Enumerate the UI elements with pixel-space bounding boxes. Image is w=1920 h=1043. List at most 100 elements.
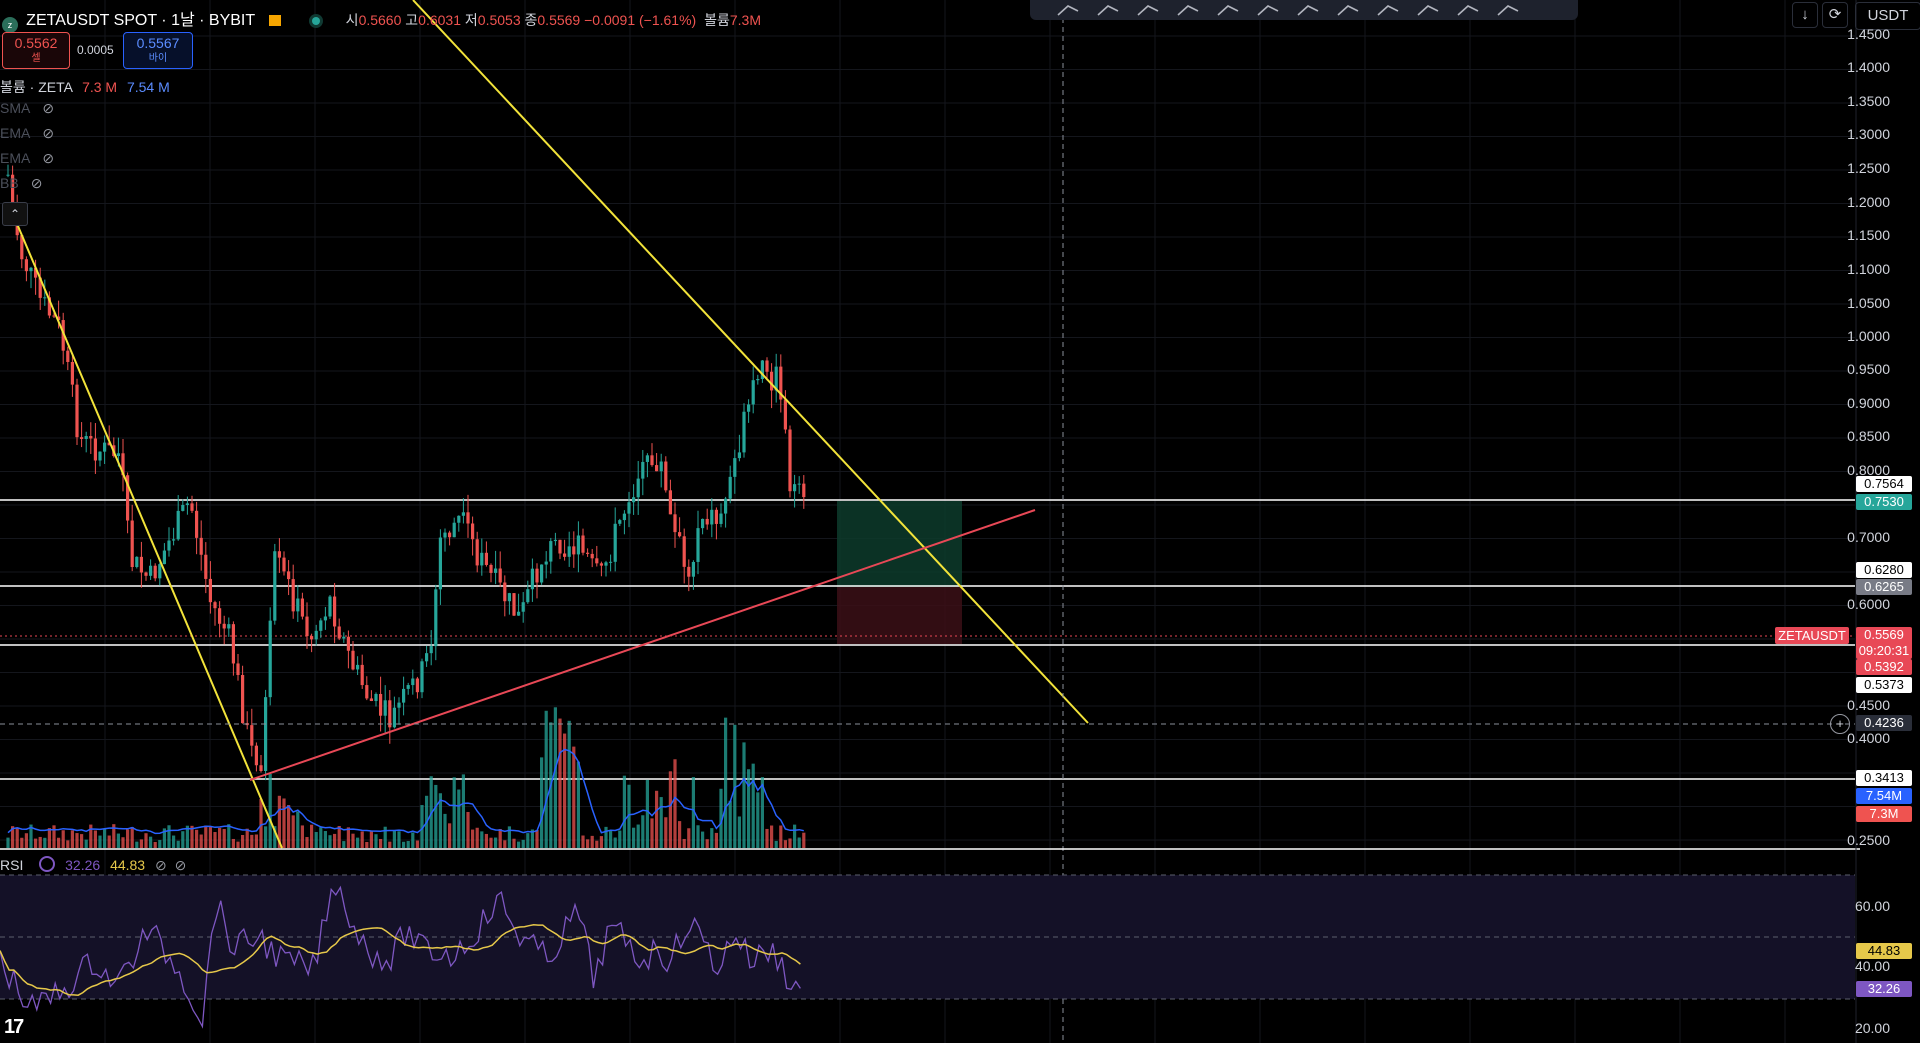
candle-body xyxy=(448,532,452,538)
volume-bar xyxy=(484,833,488,848)
candle-body xyxy=(650,455,654,466)
candle-body xyxy=(719,513,723,524)
eye-off-icon[interactable]: ⊘ xyxy=(42,150,55,166)
indicator-row[interactable]: EMA ⊘ xyxy=(0,150,54,175)
volume-legend[interactable]: 볼륨 · ZETA 7.3 M 7.54 M xyxy=(0,77,170,97)
volume-bar xyxy=(765,828,769,848)
candle-body xyxy=(287,571,291,580)
candle-body xyxy=(742,411,746,453)
volume-bar xyxy=(305,837,309,848)
volume-bar xyxy=(172,835,176,848)
volume-bar xyxy=(650,818,654,848)
crosshair-add-button[interactable]: + xyxy=(1830,714,1850,734)
download-button[interactable]: ↓ xyxy=(1792,2,1818,28)
candle-body xyxy=(728,476,732,499)
rsi-legend[interactable]: RSI 32.26 44.83 ⊘ ⊘ xyxy=(0,856,186,874)
volume-bar xyxy=(204,825,208,848)
candle-body xyxy=(402,688,406,703)
volume-bar xyxy=(388,841,392,848)
candle-body xyxy=(47,297,51,316)
currency-selector[interactable]: USDT xyxy=(1855,2,1920,30)
trend-line-tool-button[interactable] xyxy=(1048,0,1088,20)
tradingview-logo[interactable]: 17 xyxy=(4,1016,24,1038)
indicator-name: BB xyxy=(0,175,19,191)
indicator-row[interactable]: BB ⊘ xyxy=(0,175,54,200)
volume-bar xyxy=(733,724,737,848)
candle-body xyxy=(218,608,222,624)
symbol-price-tag: ZETAUSDT xyxy=(1775,627,1849,644)
path-tool-button[interactable] xyxy=(1128,0,1168,20)
volume-bar xyxy=(448,823,452,848)
candle-body xyxy=(622,513,626,521)
rectangle-icon xyxy=(1257,5,1279,16)
candle-body xyxy=(457,515,461,523)
candle-body xyxy=(231,624,235,664)
candle-body xyxy=(664,461,668,491)
projection-tool-button[interactable] xyxy=(1368,0,1408,20)
rectangle-tool-button[interactable] xyxy=(1248,0,1288,20)
candle-body xyxy=(802,483,806,498)
candle-body xyxy=(57,316,61,321)
volume-bar xyxy=(673,759,677,848)
volume-bar xyxy=(208,827,212,848)
volume-bar xyxy=(457,789,461,848)
level-tag-1: 0.7564 xyxy=(1856,476,1912,492)
symbol-title[interactable]: ZETAUSDT SPOT · 1날 · BYBIT xyxy=(26,12,256,29)
volume-bar xyxy=(356,837,360,848)
volume-bar xyxy=(687,828,691,848)
crosshair-price-tag: 0.4236 xyxy=(1856,715,1912,731)
price-axis-tick: 1.4500 xyxy=(1847,26,1890,42)
candle-body xyxy=(369,698,373,702)
candle-body xyxy=(80,437,84,439)
volume-bar xyxy=(176,840,180,848)
measure-tool-button[interactable] xyxy=(1488,0,1528,20)
eye-off-icon[interactable]: ⊘ xyxy=(42,125,55,141)
candle-body xyxy=(291,579,295,612)
candle-body xyxy=(526,589,530,603)
volume-bar xyxy=(15,827,19,848)
long-position-profit-zone xyxy=(837,501,962,587)
rsi-settings-icon[interactable] xyxy=(39,856,56,872)
parallel-channel-tool-button[interactable] xyxy=(1168,0,1208,20)
volume-bar xyxy=(604,826,608,848)
price-axis-tick: 1.1000 xyxy=(1847,261,1890,277)
indicator-name: EMA xyxy=(0,125,31,141)
elliott-wave-tool-button[interactable] xyxy=(1328,0,1368,20)
candle-body xyxy=(199,537,203,555)
volume-bar xyxy=(678,821,682,848)
chevron-up-icon: ⌃ xyxy=(9,207,21,221)
xabcd-pattern-tool-button[interactable] xyxy=(1288,0,1328,20)
eye-off-icon[interactable]: ⊘ xyxy=(42,100,55,116)
indicator-row[interactable]: EMA ⊘ xyxy=(0,125,54,150)
volume-bar xyxy=(181,831,185,848)
sell-button[interactable]: 0.5562 셀 xyxy=(2,32,70,69)
symbol-legend[interactable]: z ZETAUSDT SPOT · 1날 · BYBIT 시0.5660 고0.… xyxy=(2,6,761,33)
candle-body xyxy=(181,504,185,511)
horizontal-ray-tool-button[interactable] xyxy=(1088,0,1128,20)
long-position-tool-button[interactable] xyxy=(1408,0,1448,20)
volume-bar xyxy=(682,838,686,848)
volume-bar xyxy=(659,797,663,848)
volume-bar xyxy=(618,830,622,848)
buy-button[interactable]: 0.5567 바이 xyxy=(123,32,193,69)
indicator-row[interactable]: SMA ⊘ xyxy=(0,100,54,125)
candle-body xyxy=(678,532,682,537)
candle-body xyxy=(259,765,263,771)
candle-body xyxy=(747,404,751,412)
measure-icon xyxy=(1497,5,1519,16)
volume-bar xyxy=(158,840,162,848)
volume-bar xyxy=(70,830,74,848)
change-value: −0.0091 (−1.61%) xyxy=(584,12,697,28)
candle-body xyxy=(751,380,755,405)
price-axis-tick: 0.4000 xyxy=(1847,730,1890,746)
price-axis-tick: 1.1500 xyxy=(1847,227,1890,243)
candle-body xyxy=(310,636,314,640)
candle-body xyxy=(632,497,636,503)
refresh-button[interactable]: ⟳ xyxy=(1822,2,1848,28)
collapse-legend-button[interactable]: ⌃ xyxy=(2,202,28,226)
eye-off-icon[interactable]: ⊘ xyxy=(30,175,43,191)
brush-tool-button[interactable] xyxy=(1448,0,1488,20)
fib-retracement-tool-button[interactable] xyxy=(1208,0,1248,20)
